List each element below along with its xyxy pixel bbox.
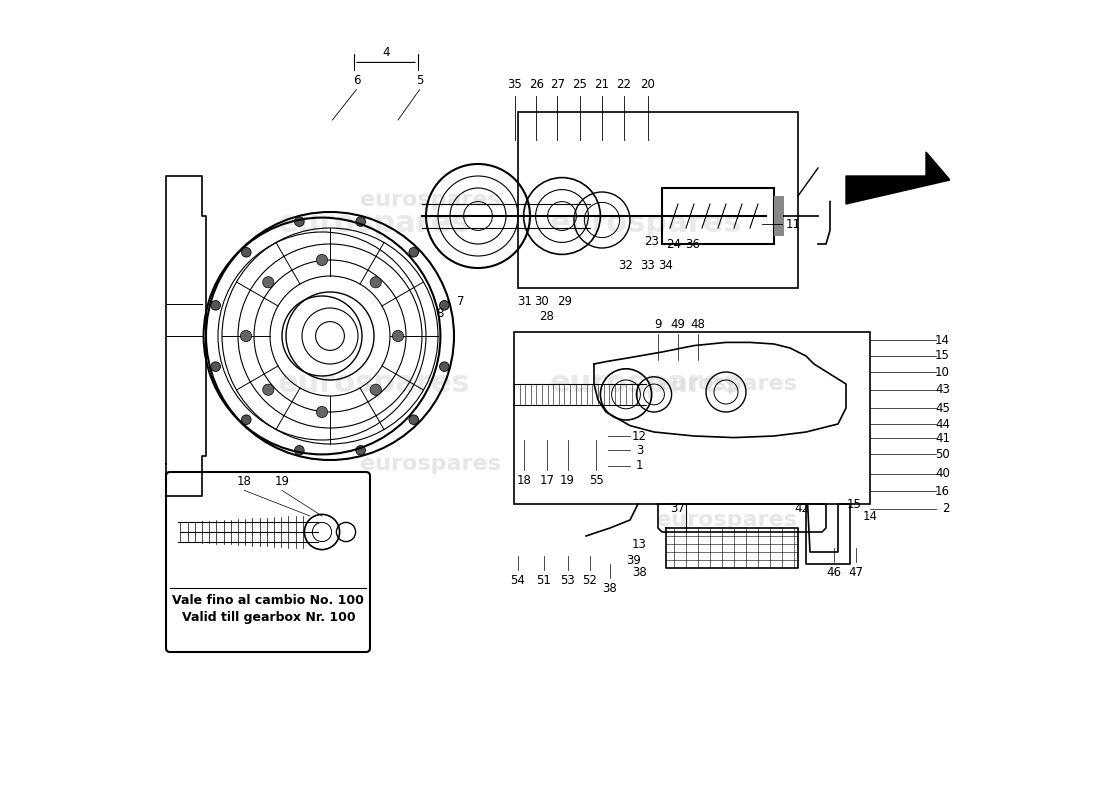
Text: 12: 12 [632,430,647,442]
Circle shape [211,301,220,310]
Circle shape [440,362,449,371]
Circle shape [370,384,382,395]
Bar [518,112,798,288]
Text: 46: 46 [826,566,842,578]
Text: 26: 26 [529,78,543,90]
Circle shape [295,446,305,455]
Bar [514,332,870,504]
Text: 53: 53 [560,574,575,586]
Text: 2: 2 [943,502,950,515]
Circle shape [393,330,404,342]
Text: eurospares: eurospares [656,374,796,394]
Text: 52: 52 [583,574,597,586]
Text: 48: 48 [691,318,705,330]
Text: 16: 16 [935,485,950,498]
Text: 7: 7 [456,295,464,308]
Text: eurospares: eurospares [550,370,742,398]
Text: 15: 15 [847,498,861,510]
Text: 14: 14 [862,510,878,522]
Text: 49: 49 [671,318,685,330]
Text: eurospares: eurospares [277,210,471,238]
Text: 1: 1 [636,459,644,472]
Text: 9: 9 [654,318,662,330]
Text: eurospares: eurospares [656,510,796,530]
Text: 28: 28 [539,310,554,322]
Text: 36: 36 [685,238,700,250]
Text: 18: 18 [236,475,252,488]
Text: 50: 50 [935,448,950,461]
Text: 34: 34 [659,259,673,272]
Circle shape [355,446,365,455]
Circle shape [241,330,252,342]
Text: 33: 33 [640,259,654,272]
Text: 6: 6 [353,74,360,86]
Text: 23: 23 [645,235,659,248]
Text: 38: 38 [632,566,647,578]
Text: 17: 17 [539,474,554,486]
Text: 14: 14 [935,334,950,346]
Bar [774,196,783,236]
Text: 18: 18 [517,474,531,486]
Circle shape [242,415,251,425]
Text: 19: 19 [560,474,575,486]
Text: 39: 39 [627,554,641,566]
Text: 30: 30 [535,295,549,308]
Text: 40: 40 [935,467,950,480]
Text: eurospares: eurospares [277,370,471,398]
Text: 25: 25 [572,78,587,90]
Bar [662,188,774,244]
Text: 8: 8 [436,307,443,320]
Circle shape [317,406,328,418]
Text: 37: 37 [671,502,685,514]
Text: 42: 42 [794,502,810,514]
Text: Valid till gearbox Nr. 100: Valid till gearbox Nr. 100 [182,611,355,624]
Circle shape [263,277,274,288]
Text: 44: 44 [935,418,950,430]
Text: 31: 31 [517,295,531,308]
Polygon shape [846,152,950,204]
Text: 51: 51 [536,574,551,586]
Text: 29: 29 [557,295,572,308]
Circle shape [355,217,365,226]
Circle shape [370,277,382,288]
Text: eurospares: eurospares [360,190,500,210]
Text: 55: 55 [588,474,604,486]
Text: 3: 3 [636,444,644,457]
Circle shape [295,217,305,226]
Text: 20: 20 [640,78,654,90]
Text: 54: 54 [510,574,526,586]
Text: 24: 24 [667,238,682,250]
Text: 19: 19 [275,475,289,488]
Text: 10: 10 [935,366,950,378]
Text: 27: 27 [550,78,564,90]
Circle shape [211,362,220,371]
Text: Vale fino al cambio No. 100: Vale fino al cambio No. 100 [173,594,364,606]
Text: 4: 4 [383,46,389,58]
Text: 21: 21 [594,78,609,90]
Text: 47: 47 [848,566,864,578]
Text: 35: 35 [507,78,522,90]
Text: 15: 15 [935,350,950,362]
Text: 11: 11 [785,218,801,230]
Text: 5: 5 [416,74,424,86]
Circle shape [409,415,418,425]
Circle shape [242,247,251,257]
Circle shape [263,384,274,395]
Text: eurospares: eurospares [360,454,500,474]
Circle shape [440,301,449,310]
Text: eurospares: eurospares [550,210,742,238]
Text: 22: 22 [616,78,631,90]
Text: 13: 13 [632,538,647,550]
Text: 45: 45 [935,402,950,414]
Circle shape [409,247,418,257]
Text: 32: 32 [618,259,634,272]
Circle shape [317,254,328,266]
Text: 41: 41 [935,432,950,445]
Text: 38: 38 [603,582,617,594]
Text: 43: 43 [935,383,950,396]
